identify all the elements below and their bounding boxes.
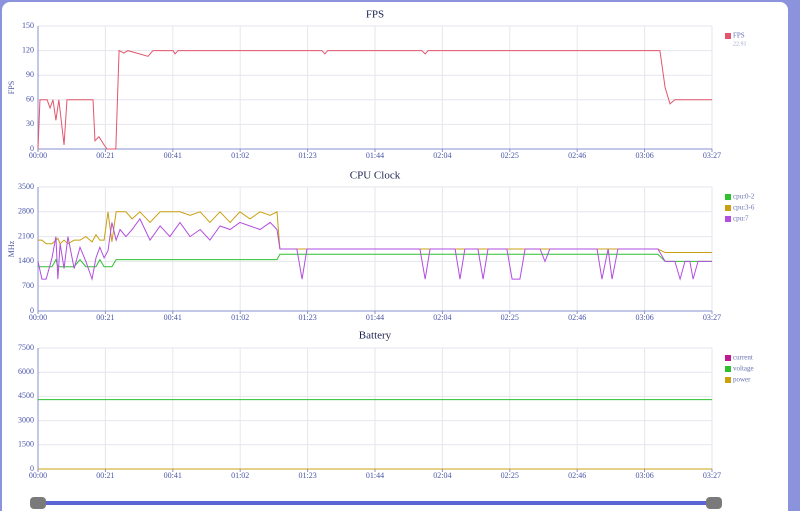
- slider-handle[interactable]: [30, 497, 46, 509]
- x-tick-label: 00:41: [164, 471, 182, 480]
- x-tick-label: 03:27: [703, 313, 721, 322]
- slider-track[interactable]: [38, 501, 714, 505]
- y-axis-label: FPS: [7, 81, 16, 94]
- x-tick-label: 02:04: [433, 471, 451, 480]
- y-tick-label: 2800: [18, 207, 34, 216]
- slider-handle[interactable]: [706, 497, 722, 509]
- legend-value: 22.91: [733, 41, 747, 47]
- x-tick-label: 02:46: [568, 313, 586, 322]
- legend-swatch: [725, 205, 731, 211]
- x-tick-label: 02:46: [568, 151, 586, 160]
- legend-swatch: [725, 194, 731, 200]
- legend-label: cpu:3-6: [733, 204, 755, 212]
- legend-swatch: [725, 377, 731, 383]
- x-tick-label: 01:23: [298, 471, 316, 480]
- line: [37, 217, 712, 282]
- x-tick-label: 01:02: [231, 471, 249, 480]
- x-tick-label: 00:00: [29, 151, 47, 160]
- y-tick-label: 1400: [18, 256, 34, 265]
- y-tick-label: 0: [30, 144, 34, 153]
- x-tick-label: 01:02: [231, 151, 249, 160]
- x-tick-label: 01:44: [366, 313, 384, 322]
- x-tick-label: 03:06: [635, 471, 653, 480]
- y-tick-label: 30: [26, 119, 34, 128]
- y-tick-label: 0: [30, 464, 34, 473]
- x-tick-label: 02:46: [568, 471, 586, 480]
- y-tick-label: 700: [22, 281, 34, 290]
- legend-swatch: [725, 33, 731, 39]
- y-tick-label: 2100: [18, 231, 34, 240]
- y-tick-label: 4500: [18, 391, 34, 400]
- y-axis-label: MHz: [7, 240, 16, 257]
- x-tick-label: 01:44: [366, 151, 384, 160]
- x-tick-label: 03:27: [703, 471, 721, 480]
- x-tick-label: 01:23: [298, 313, 316, 322]
- legend-swatch: [725, 355, 731, 361]
- x-tick-label: 02:25: [501, 313, 519, 322]
- y-tick-label: 60: [26, 95, 34, 104]
- legend-label: cpu:7: [733, 215, 749, 223]
- y-tick-label: 1500: [18, 440, 34, 449]
- y-tick-label: 0: [30, 306, 34, 315]
- y-tick-label: 3500: [18, 182, 34, 191]
- x-tick-label: 03:27: [703, 151, 721, 160]
- line: [38, 211, 712, 254]
- x-tick-label: 02:25: [501, 471, 519, 480]
- x-tick-label: 00:41: [164, 151, 182, 160]
- y-tick-label: 150: [22, 21, 34, 30]
- x-tick-label: 03:06: [635, 313, 653, 322]
- x-tick-label: 02:04: [433, 151, 451, 160]
- x-tick-label: 01:44: [366, 471, 384, 480]
- y-tick-label: 6000: [18, 367, 34, 376]
- legend-label: power: [733, 376, 751, 384]
- legend-label: cpu:0-2: [733, 193, 755, 201]
- x-tick-label: 02:25: [501, 151, 519, 160]
- line: [37, 49, 712, 150]
- y-tick-label: 90: [26, 70, 34, 79]
- x-tick-label: 00:00: [29, 313, 47, 322]
- x-tick-label: 03:06: [635, 151, 653, 160]
- chart-title: FPS: [366, 9, 384, 21]
- legend-label: current: [733, 354, 753, 362]
- y-tick-label: 7500: [18, 343, 34, 352]
- chart-title: Battery: [359, 330, 392, 342]
- chart-title: CPU Clock: [350, 170, 401, 182]
- x-tick-label: 00:00: [29, 471, 47, 480]
- x-tick-label: 00:21: [96, 471, 114, 480]
- legend-swatch: [725, 216, 731, 222]
- y-tick-label: 120: [22, 45, 34, 54]
- x-tick-label: 00:41: [164, 313, 182, 322]
- legend-label: FPS: [733, 32, 745, 40]
- x-tick-label: 01:23: [298, 151, 316, 160]
- x-tick-label: 00:21: [96, 313, 114, 322]
- y-tick-label: 3000: [18, 415, 34, 424]
- x-tick-label: 01:02: [231, 313, 249, 322]
- legend-swatch: [725, 366, 731, 372]
- x-tick-label: 00:21: [96, 151, 114, 160]
- x-tick-label: 02:04: [433, 313, 451, 322]
- legend-label: voltage: [733, 365, 754, 373]
- line: [38, 253, 712, 268]
- panel: [2, 2, 788, 511]
